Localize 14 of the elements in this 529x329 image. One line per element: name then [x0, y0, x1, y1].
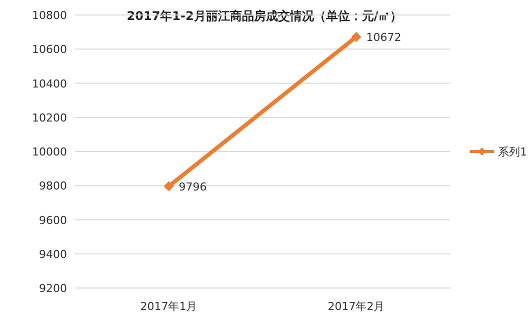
data-label: 9796 — [178, 180, 207, 194]
y-tick-label: 9400 — [39, 248, 67, 261]
x-tick-label: 2017年1月 — [140, 300, 198, 313]
legend-label: 系列1 — [498, 146, 527, 158]
y-tick-label: 10800 — [32, 9, 67, 22]
y-tick-label: 9600 — [39, 214, 67, 227]
y-tick-label: 10400 — [32, 77, 67, 90]
x-tick-label: 2017年2月 — [328, 300, 385, 313]
y-tick-label: 10600 — [32, 43, 67, 56]
y-tick-label: 10000 — [32, 146, 67, 158]
y-tick-label: 10200 — [32, 111, 67, 124]
data-label: 10672 — [366, 30, 402, 44]
y-tick-label: 9800 — [39, 180, 67, 193]
y-tick-label: 9200 — [39, 282, 67, 295]
